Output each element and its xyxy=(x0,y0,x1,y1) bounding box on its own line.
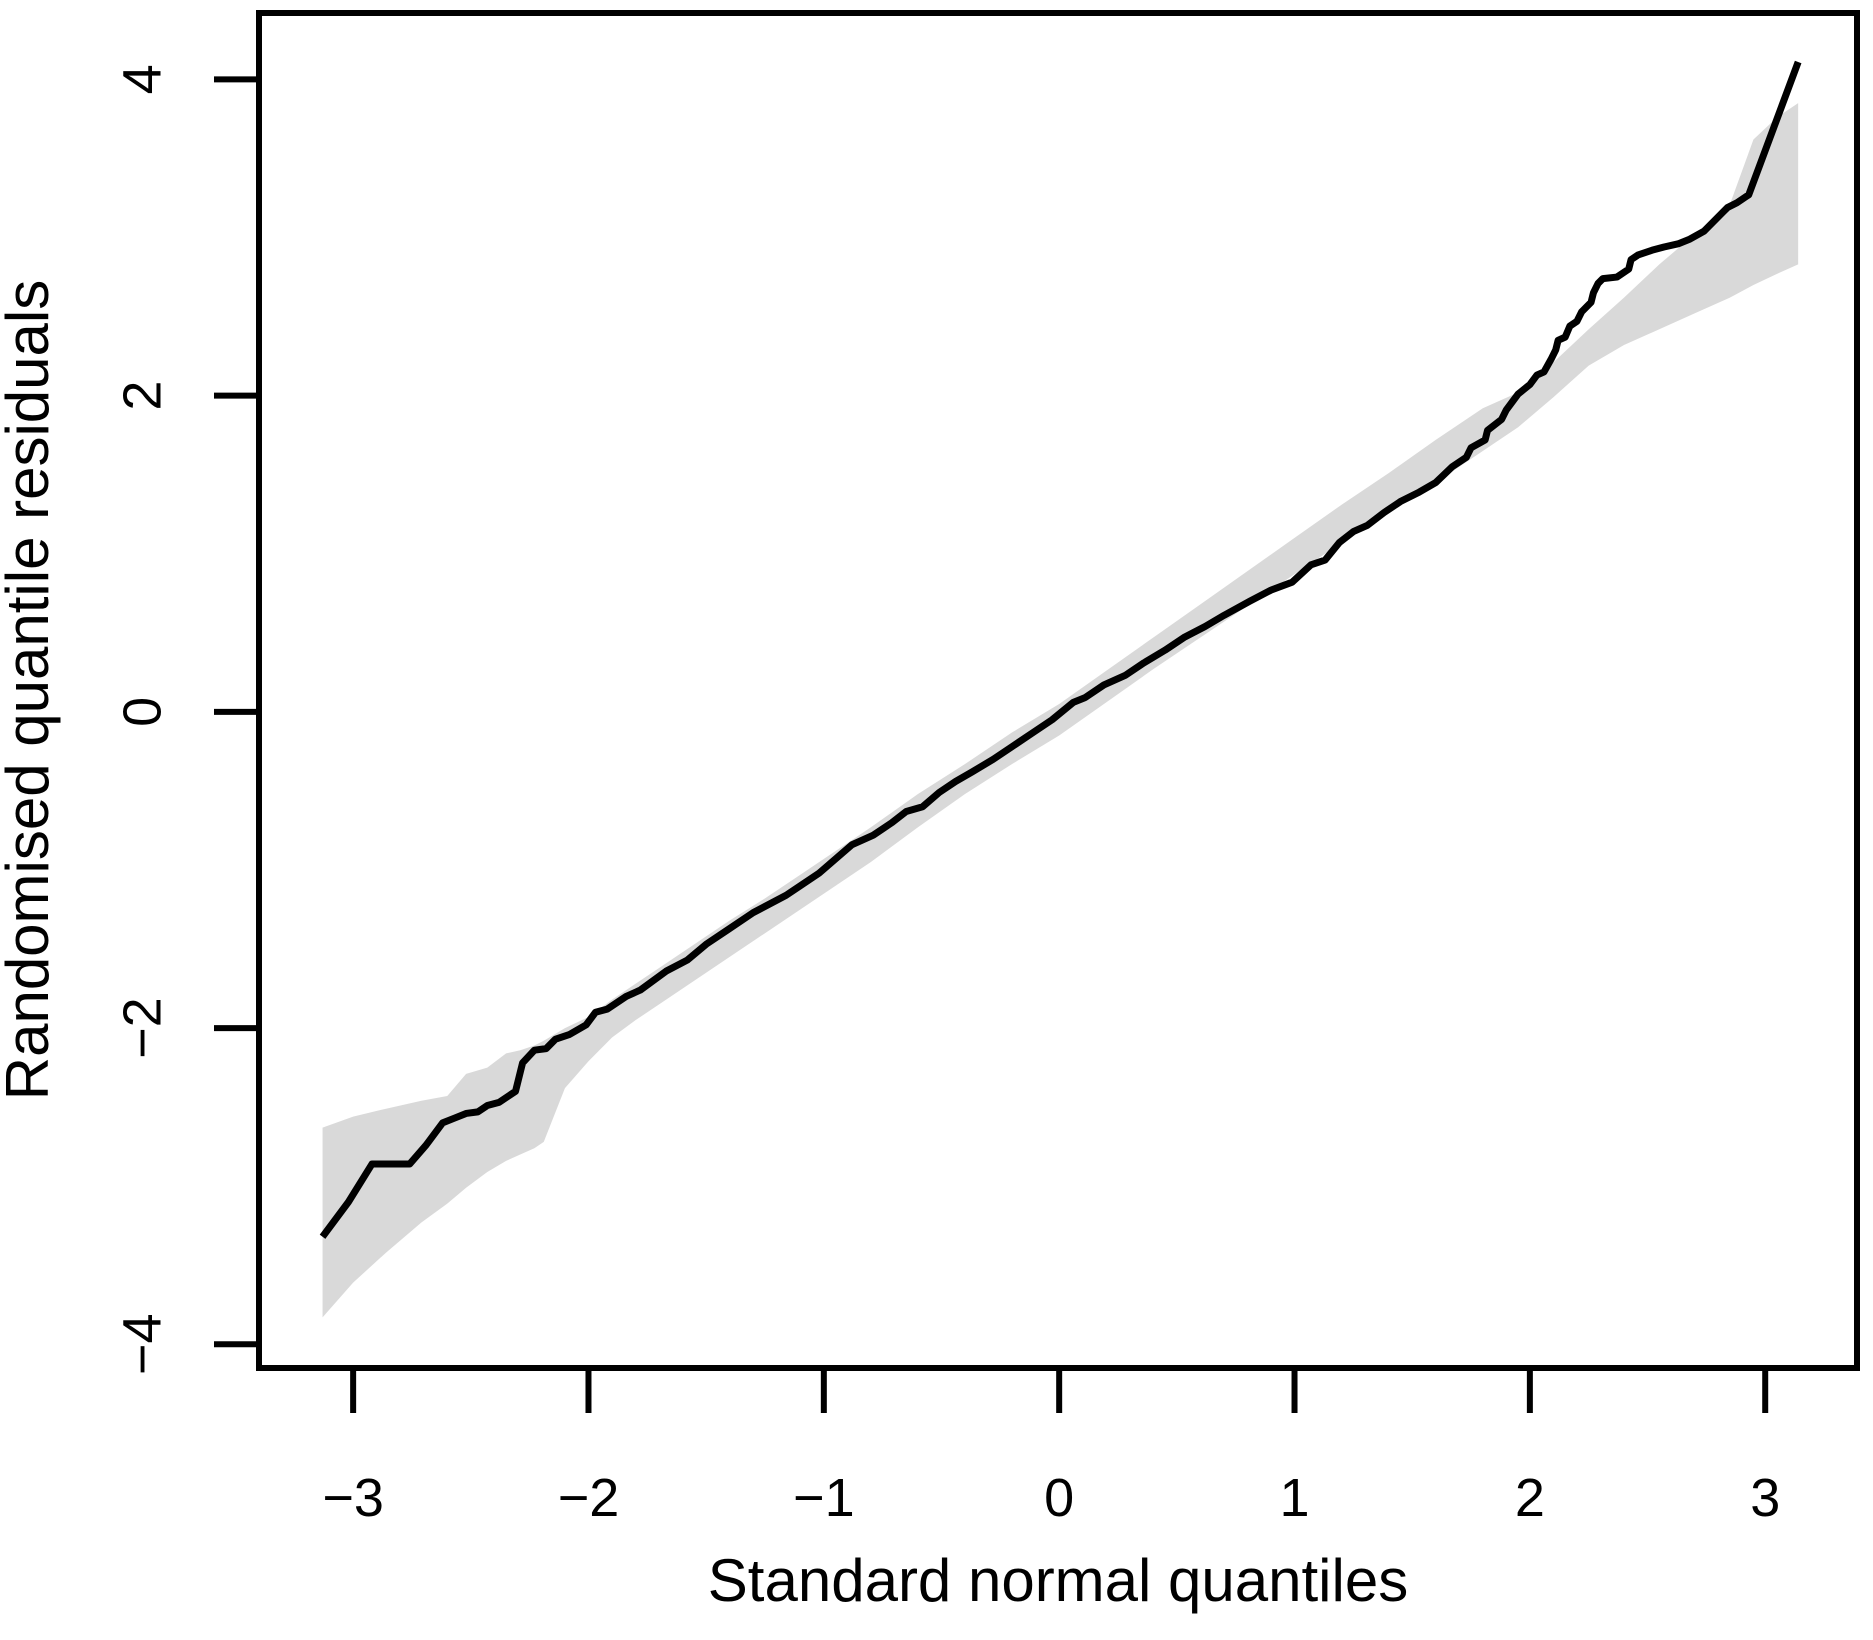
axis-tick-labels-layer: −3 −2 −1 0 1 2 3 −4 −2 0 2 4 xyxy=(112,64,1780,1528)
x-tick-label: −2 xyxy=(558,1468,620,1528)
x-axis-title: Standard normal quantiles xyxy=(708,1547,1408,1614)
y-tick-label: 2 xyxy=(112,381,172,411)
x-tick-label: 3 xyxy=(1750,1468,1780,1528)
y-tick-label: −4 xyxy=(112,1313,172,1375)
x-tick-label: 2 xyxy=(1515,1468,1545,1528)
axis-ticks-layer xyxy=(214,76,1769,1413)
x-tick-label: −3 xyxy=(322,1468,384,1528)
x-tick-label: 0 xyxy=(1044,1468,1074,1528)
y-tick-label: 0 xyxy=(112,697,172,727)
residual-quantile-curve xyxy=(319,60,1802,1239)
y-axis-title: Randomised quantile residuals xyxy=(0,280,61,1101)
x-tick-label: 1 xyxy=(1279,1468,1309,1528)
residual-curve-layer xyxy=(319,60,1802,1239)
x-tick-label: −1 xyxy=(793,1468,855,1528)
y-tick-label: 4 xyxy=(112,64,172,94)
y-tick-label: −2 xyxy=(112,997,172,1059)
